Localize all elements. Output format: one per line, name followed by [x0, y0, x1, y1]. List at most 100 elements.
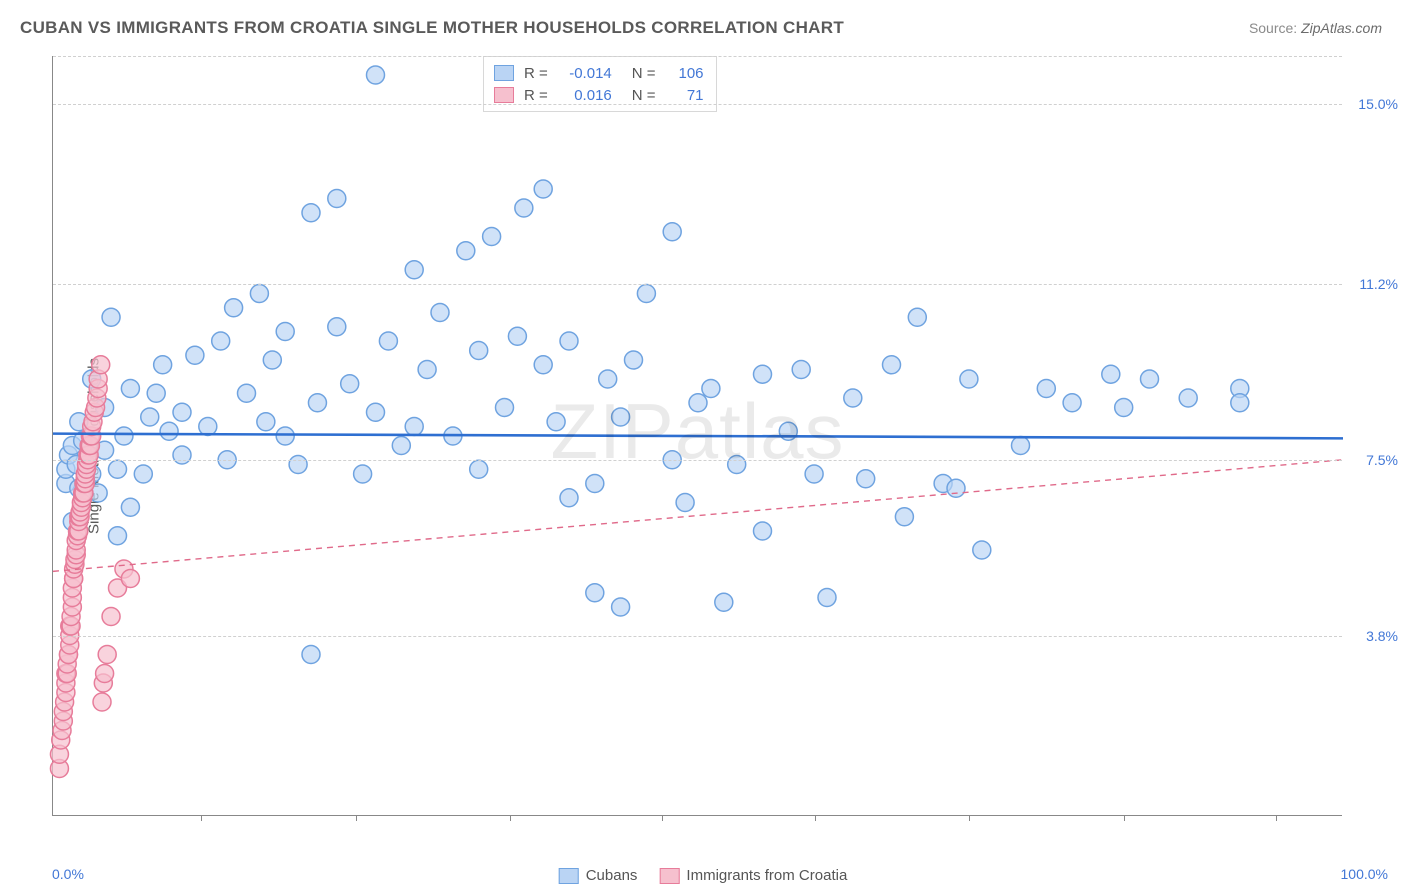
n-value: 106 [666, 65, 704, 82]
legend-stat-row: R =-0.014N =106 [494, 62, 704, 84]
data-point [121, 570, 139, 588]
legend-swatch [494, 65, 514, 81]
data-point [534, 180, 552, 198]
data-point [115, 427, 133, 445]
gridline [53, 56, 1342, 57]
data-point [496, 399, 514, 417]
data-point [457, 242, 475, 260]
n-label: N = [632, 87, 656, 104]
data-point [354, 465, 372, 483]
legend-swatch [559, 868, 579, 884]
data-point [508, 327, 526, 345]
data-point [689, 394, 707, 412]
data-point [257, 413, 275, 431]
n-value: 71 [666, 87, 704, 104]
data-point [289, 456, 307, 474]
x-tick [969, 815, 970, 821]
r-value: -0.014 [558, 65, 612, 82]
data-point [276, 323, 294, 341]
data-point [302, 204, 320, 222]
data-point [134, 465, 152, 483]
series-cubans [57, 66, 1249, 664]
data-point [663, 223, 681, 241]
legend-swatch [659, 868, 679, 884]
r-value: 0.016 [558, 87, 612, 104]
chart-title: CUBAN VS IMMIGRANTS FROM CROATIA SINGLE … [20, 18, 844, 38]
legend-item: Cubans [559, 867, 638, 884]
data-point [792, 361, 810, 379]
data-point [547, 413, 565, 431]
data-point [1115, 399, 1133, 417]
correlation-chart: CUBAN VS IMMIGRANTS FROM CROATIA SINGLE … [0, 0, 1406, 892]
data-point [754, 522, 772, 540]
data-point [1231, 394, 1249, 412]
data-point [160, 422, 178, 440]
data-point [586, 584, 604, 602]
data-point [676, 494, 694, 512]
data-point [109, 460, 127, 478]
x-axis-max-label: 100.0% [1341, 866, 1388, 882]
data-point [93, 693, 111, 711]
data-point [1012, 437, 1030, 455]
legend-label: Cubans [586, 867, 638, 884]
gridline [53, 636, 1342, 637]
data-point [154, 356, 172, 374]
data-point [405, 261, 423, 279]
data-point [341, 375, 359, 393]
data-point [109, 527, 127, 545]
data-point [625, 351, 643, 369]
data-point [328, 318, 346, 336]
plot-area: ZIPatlas R =-0.014N =106R =0.016N =71 3.… [52, 56, 1342, 816]
data-point [715, 593, 733, 611]
data-point [147, 384, 165, 402]
data-point [1141, 370, 1159, 388]
data-point [308, 394, 326, 412]
data-point [844, 389, 862, 407]
data-point [1102, 365, 1120, 383]
data-point [586, 475, 604, 493]
data-point [960, 370, 978, 388]
data-point [470, 342, 488, 360]
legend-series: Cubans Immigrants from Croatia [559, 867, 848, 884]
data-point [238, 384, 256, 402]
y-tick-label: 15.0% [1348, 96, 1398, 112]
r-label: R = [524, 65, 548, 82]
data-point [1179, 389, 1197, 407]
data-point [1037, 380, 1055, 398]
data-point [1063, 394, 1081, 412]
data-point [96, 665, 114, 683]
data-point [515, 199, 533, 217]
plot-svg [53, 56, 1342, 815]
data-point [560, 332, 578, 350]
data-point [302, 646, 320, 664]
series-immigrants-from-croatia [50, 356, 139, 778]
legend-swatch [494, 87, 514, 103]
regression-line [53, 460, 1343, 572]
data-point [418, 361, 436, 379]
data-point [728, 456, 746, 474]
data-point [973, 541, 991, 559]
y-tick-label: 7.5% [1348, 452, 1398, 468]
data-point [754, 365, 772, 383]
data-point [483, 228, 501, 246]
x-tick [1276, 815, 1277, 821]
x-tick [1124, 815, 1125, 821]
data-point [818, 589, 836, 607]
gridline [53, 284, 1342, 285]
data-point [805, 465, 823, 483]
data-point [637, 285, 655, 303]
gridline [53, 460, 1342, 461]
x-tick [510, 815, 511, 821]
data-point [612, 408, 630, 426]
legend-item: Immigrants from Croatia [659, 867, 847, 884]
data-point [199, 418, 217, 436]
data-point [379, 332, 397, 350]
data-point [98, 646, 116, 664]
y-tick-label: 11.2% [1348, 276, 1398, 292]
data-point [857, 470, 875, 488]
data-point [212, 332, 230, 350]
data-point [121, 498, 139, 516]
data-point [392, 437, 410, 455]
x-tick [662, 815, 663, 821]
data-point [883, 356, 901, 374]
